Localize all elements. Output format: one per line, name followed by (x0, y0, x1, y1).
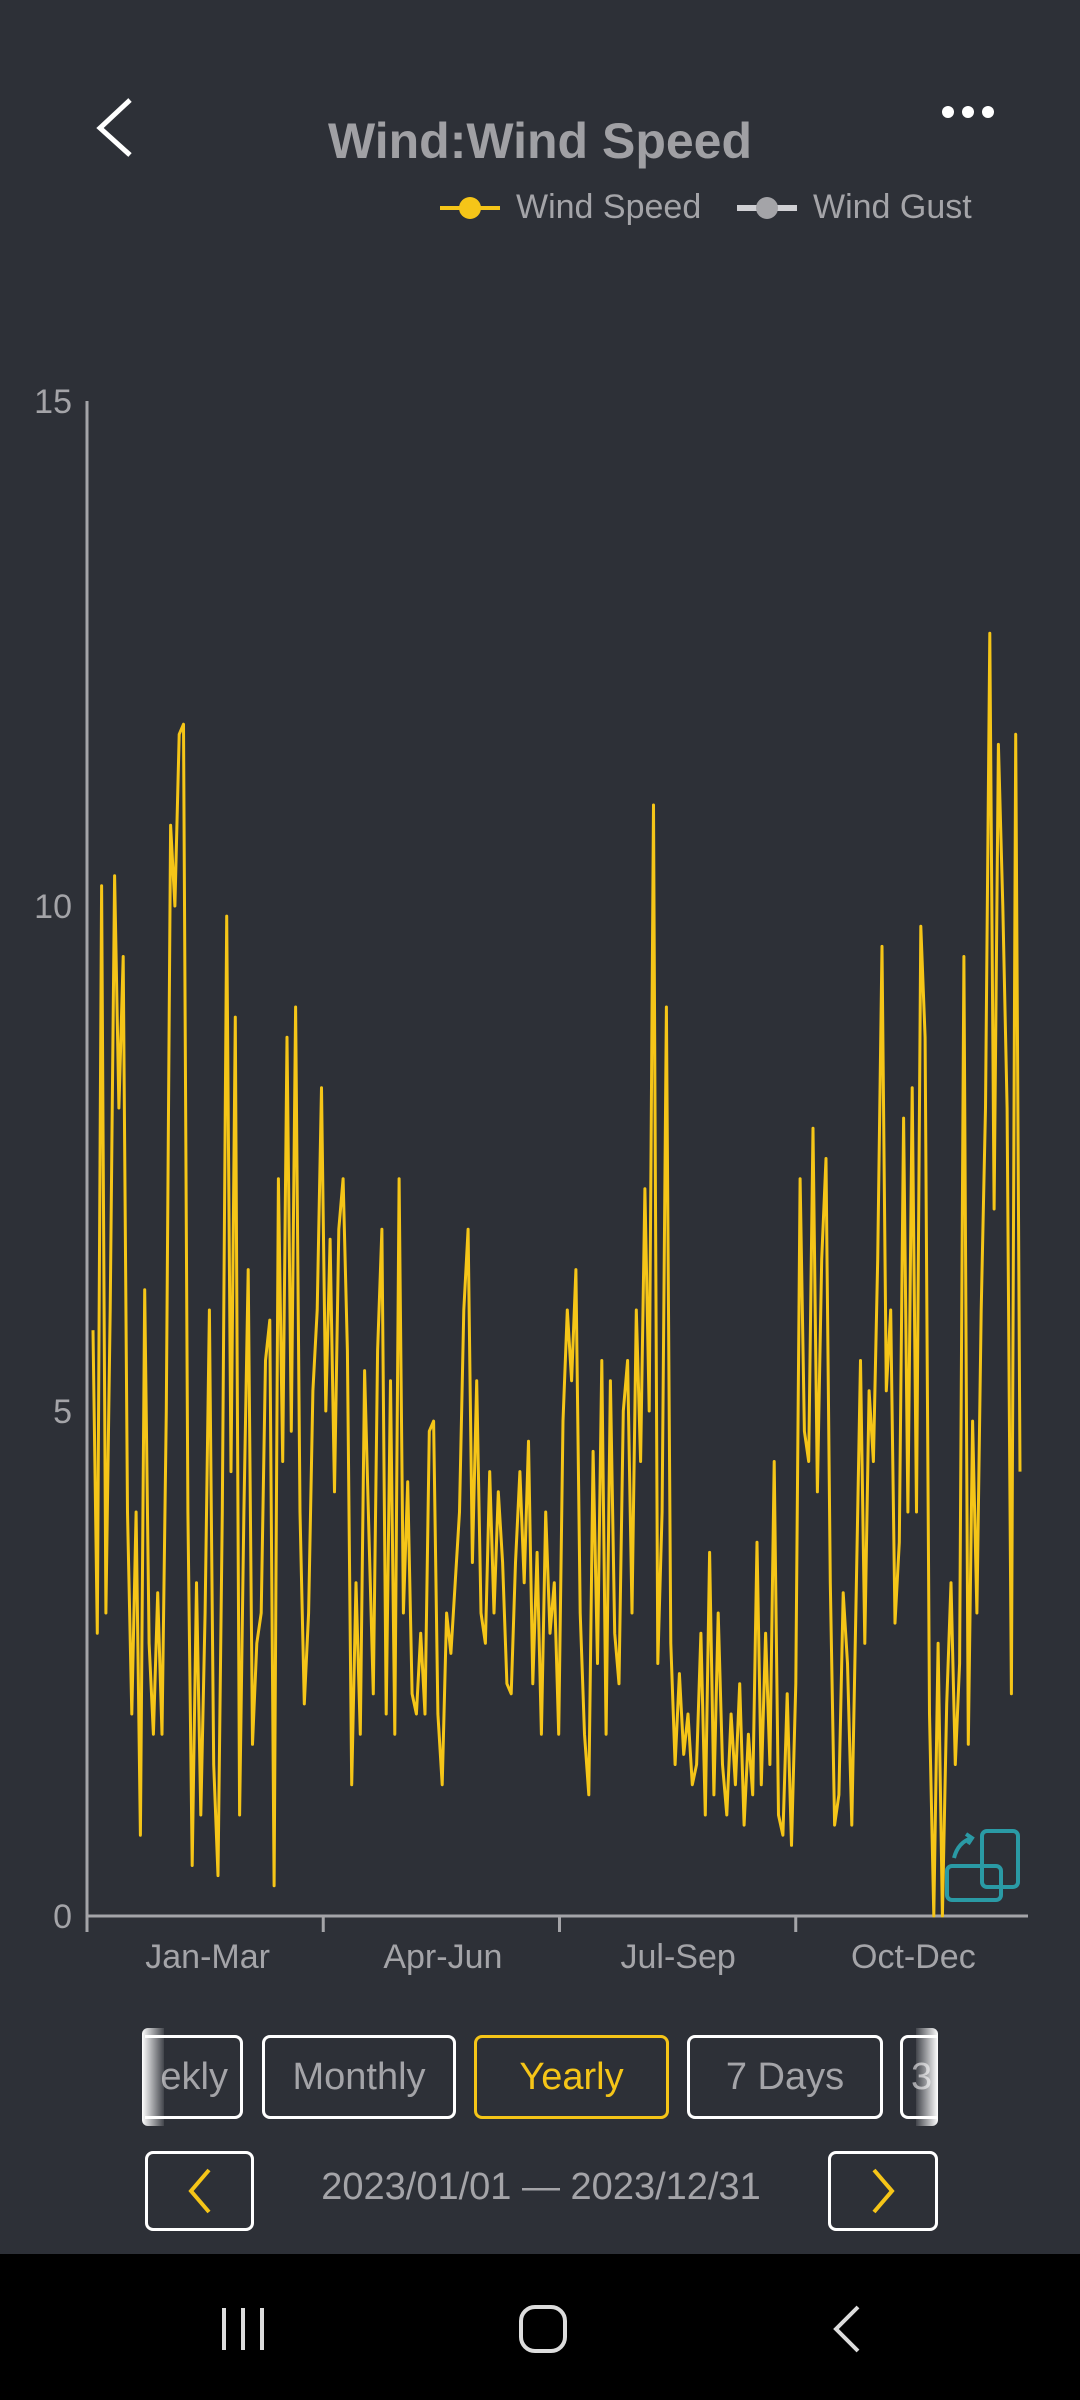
tab-weekly[interactable]: ekly (145, 2035, 243, 2119)
tab-label: 7 Days (725, 2055, 845, 2098)
home-icon[interactable] (518, 2304, 568, 2354)
x-tick-label: Jan-Mar (145, 1938, 270, 1976)
date-range-label: 2023/01/01 — 2023/12/31 (321, 2166, 761, 2208)
chevron-left-icon (96, 98, 132, 157)
rotate-screen-button[interactable] (944, 1828, 1024, 1909)
legend-item-wind-gust[interactable]: Wind Gust (737, 188, 972, 227)
recent-apps-icon[interactable] (218, 2306, 268, 2352)
back-button[interactable] (92, 95, 137, 160)
x-tick-label: Apr-Jun (383, 1938, 502, 1976)
x-tick-label: Jul-Sep (620, 1938, 735, 1976)
axes (85, 401, 1028, 1932)
more-button[interactable] (940, 100, 996, 124)
tab-label: Monthly (292, 2055, 426, 2098)
y-tick-label: 5 (53, 1393, 72, 1431)
series-line-wind-speed (91, 631, 1022, 1918)
chevron-left-icon (187, 2168, 211, 2214)
tab-yearly[interactable]: Yearly (474, 2035, 669, 2119)
legend-item-wind-speed[interactable]: Wind Speed (440, 188, 701, 227)
tab-monthly[interactable]: Monthly (262, 2035, 456, 2119)
x-tick-label: Oct-Dec (851, 1938, 976, 1976)
y-tick-label: 15 (34, 383, 72, 421)
legend-marker-icon (440, 196, 500, 219)
back-icon[interactable] (830, 2304, 864, 2354)
scroll-fade-left (142, 2028, 164, 2126)
y-tick-label: 0 (53, 1898, 72, 1936)
more-horizontal-icon (942, 106, 994, 118)
tab-label: Yearly (519, 2055, 624, 2098)
legend-label: Wind Speed (516, 188, 702, 226)
legend-label: Wind Gust (813, 188, 972, 226)
chevron-right-icon (872, 2168, 895, 2214)
y-tick-label: 10 (34, 888, 72, 926)
previous-period-button[interactable] (145, 2151, 254, 2231)
tab-7-days[interactable]: 7 Days (687, 2035, 883, 2119)
page-title: Wind:Wind Speed (327, 113, 753, 169)
next-period-button[interactable] (828, 2151, 938, 2231)
wind-speed-chart: 0 5 10 15 Jan-Mar Apr-Jun Jul-Sep Oct-Dec (34, 383, 1028, 1976)
tab-label: ekly (160, 2055, 228, 2098)
legend-marker-icon (737, 196, 797, 219)
tick-labels: 0 5 10 15 Jan-Mar Apr-Jun Jul-Sep Oct-Dec (34, 383, 976, 1976)
scroll-fade-right (916, 2028, 938, 2126)
system-navigation-bar (0, 2254, 1080, 2400)
series-lines (91, 631, 1022, 1918)
rotate-screen-icon (945, 1829, 1020, 1902)
